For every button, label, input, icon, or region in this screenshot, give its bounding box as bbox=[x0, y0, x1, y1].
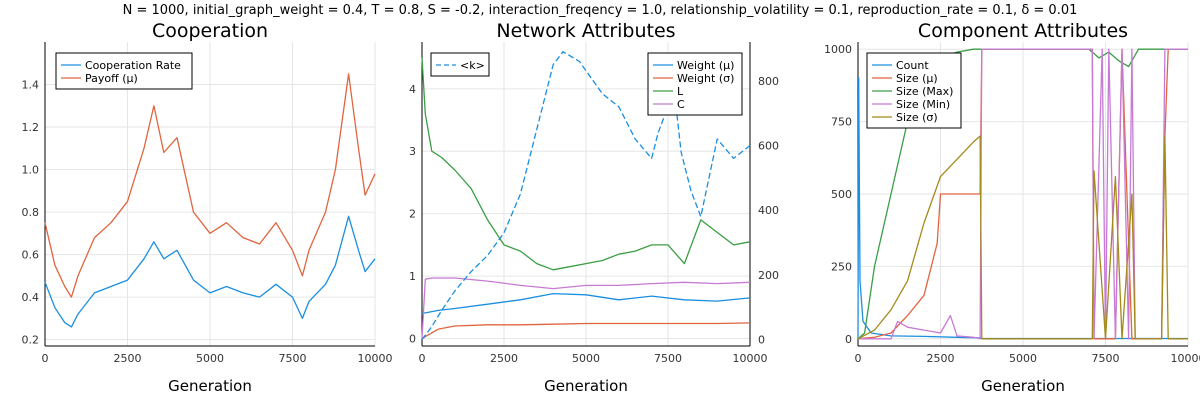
y-tick-label: 0.4 bbox=[22, 291, 40, 304]
legend-label: Size (μ) bbox=[896, 72, 938, 85]
series-line-payoff bbox=[44, 73, 376, 298]
y-tick-label: 250 bbox=[831, 260, 852, 273]
panel-title: Network Attributes bbox=[496, 20, 675, 42]
legend-label: Size (Max) bbox=[896, 85, 953, 98]
y-tick-label: 1.2 bbox=[22, 121, 40, 134]
series-line-cooperation-rate bbox=[44, 215, 376, 328]
series-line-size bbox=[857, 135, 1188, 340]
y-tick-label: 1000 bbox=[824, 43, 852, 56]
legend-label: L bbox=[677, 85, 684, 98]
figure-suptitle: N = 1000, initial_graph_weight = 0.4, T … bbox=[123, 3, 1078, 18]
panel-title: Cooperation bbox=[152, 20, 268, 42]
x-tick-label: 7500 bbox=[1092, 352, 1120, 365]
legend-label: Count bbox=[896, 59, 929, 72]
y-tick-label: 0.6 bbox=[22, 249, 40, 262]
x-tick-label: 10000 bbox=[733, 352, 768, 365]
legend-label: Weight (σ) bbox=[677, 72, 734, 85]
legend-box bbox=[430, 52, 490, 77]
legend-label: Size (σ) bbox=[896, 111, 938, 124]
series-line-k bbox=[421, 51, 751, 340]
legend-label: Weight (μ) bbox=[677, 59, 734, 72]
x-tick-label: 2500 bbox=[114, 352, 142, 365]
x-axis-label: Generation bbox=[544, 377, 628, 395]
y-right-tick-label: 200 bbox=[758, 269, 779, 282]
y-right-tick-label: 800 bbox=[758, 75, 779, 88]
x-tick-label: 10000 bbox=[358, 352, 393, 365]
y-tick-label: 750 bbox=[831, 116, 852, 129]
x-tick-label: 5000 bbox=[1009, 352, 1037, 365]
x-axis-label: Generation bbox=[981, 377, 1065, 395]
legend-label: Payoff (μ) bbox=[85, 72, 138, 85]
y-tick-label: 0.8 bbox=[22, 206, 40, 219]
x-tick-label: 7500 bbox=[279, 352, 307, 365]
series-line-weight bbox=[421, 322, 751, 340]
x-tick-label: 0 bbox=[419, 352, 426, 365]
y-tick-label: 3 bbox=[409, 145, 416, 158]
legend-label: <k> bbox=[460, 59, 485, 72]
series-line-weight bbox=[421, 292, 751, 315]
y-tick-label: 4 bbox=[409, 83, 416, 96]
series-line-c bbox=[421, 277, 751, 339]
x-tick-label: 5000 bbox=[572, 352, 600, 365]
y-tick-label: 2 bbox=[409, 208, 416, 221]
y-tick-label: 0 bbox=[409, 333, 416, 346]
y-tick-label: 0.2 bbox=[22, 334, 40, 347]
y-tick-label: 500 bbox=[831, 188, 852, 201]
panel-component: 0 2500 5000 7500 10000 0 250 500 750 1000 Componen… bbox=[824, 20, 1200, 395]
x-tick-label: 2500 bbox=[490, 352, 518, 365]
y-tick-label: 1.4 bbox=[22, 79, 40, 92]
legend-box bbox=[647, 52, 743, 116]
y-tick-label: 0 bbox=[845, 333, 852, 346]
x-tick-label: 2500 bbox=[927, 352, 955, 365]
legend-label: C bbox=[677, 98, 685, 111]
x-tick-label: 0 bbox=[42, 352, 49, 365]
panel-network: 0 2500 5000 7500 10000 0 1 2 3 4 0 200 400 600 800 Netw… bbox=[409, 20, 779, 395]
series-line-l bbox=[421, 57, 751, 271]
x-tick-label: 0 bbox=[855, 352, 862, 365]
y-tick-label: 1 bbox=[409, 270, 416, 283]
y-right-tick-label: 600 bbox=[758, 139, 779, 152]
y-tick-label: 1.0 bbox=[22, 164, 40, 177]
y-right-tick-label: 400 bbox=[758, 204, 779, 217]
x-tick-label: 10000 bbox=[1171, 352, 1200, 365]
legend: <k> bbox=[430, 52, 490, 77]
plots: 0 2500 5000 7500 100000.20.40.60.81.01.21.4C… bbox=[22, 20, 1200, 395]
y-right-tick-label: 0 bbox=[758, 334, 765, 347]
x-tick-label: 5000 bbox=[196, 352, 224, 365]
panel-title: Component Attributes bbox=[918, 20, 1128, 42]
panel-cooperation: 0 2500 5000 7500 10000 0.2 0.4 0.6 0.8 1.0 1.2 1.4 C… bbox=[22, 20, 393, 395]
legend-box bbox=[55, 52, 193, 90]
legend-label: Size (Min) bbox=[896, 98, 950, 111]
legend-label: Cooperation Rate bbox=[85, 59, 181, 72]
x-axis-label: Generation bbox=[168, 377, 252, 395]
legend: Weight (μ)Weight (σ)LC bbox=[647, 52, 743, 116]
x-tick-label: 7500 bbox=[654, 352, 682, 365]
